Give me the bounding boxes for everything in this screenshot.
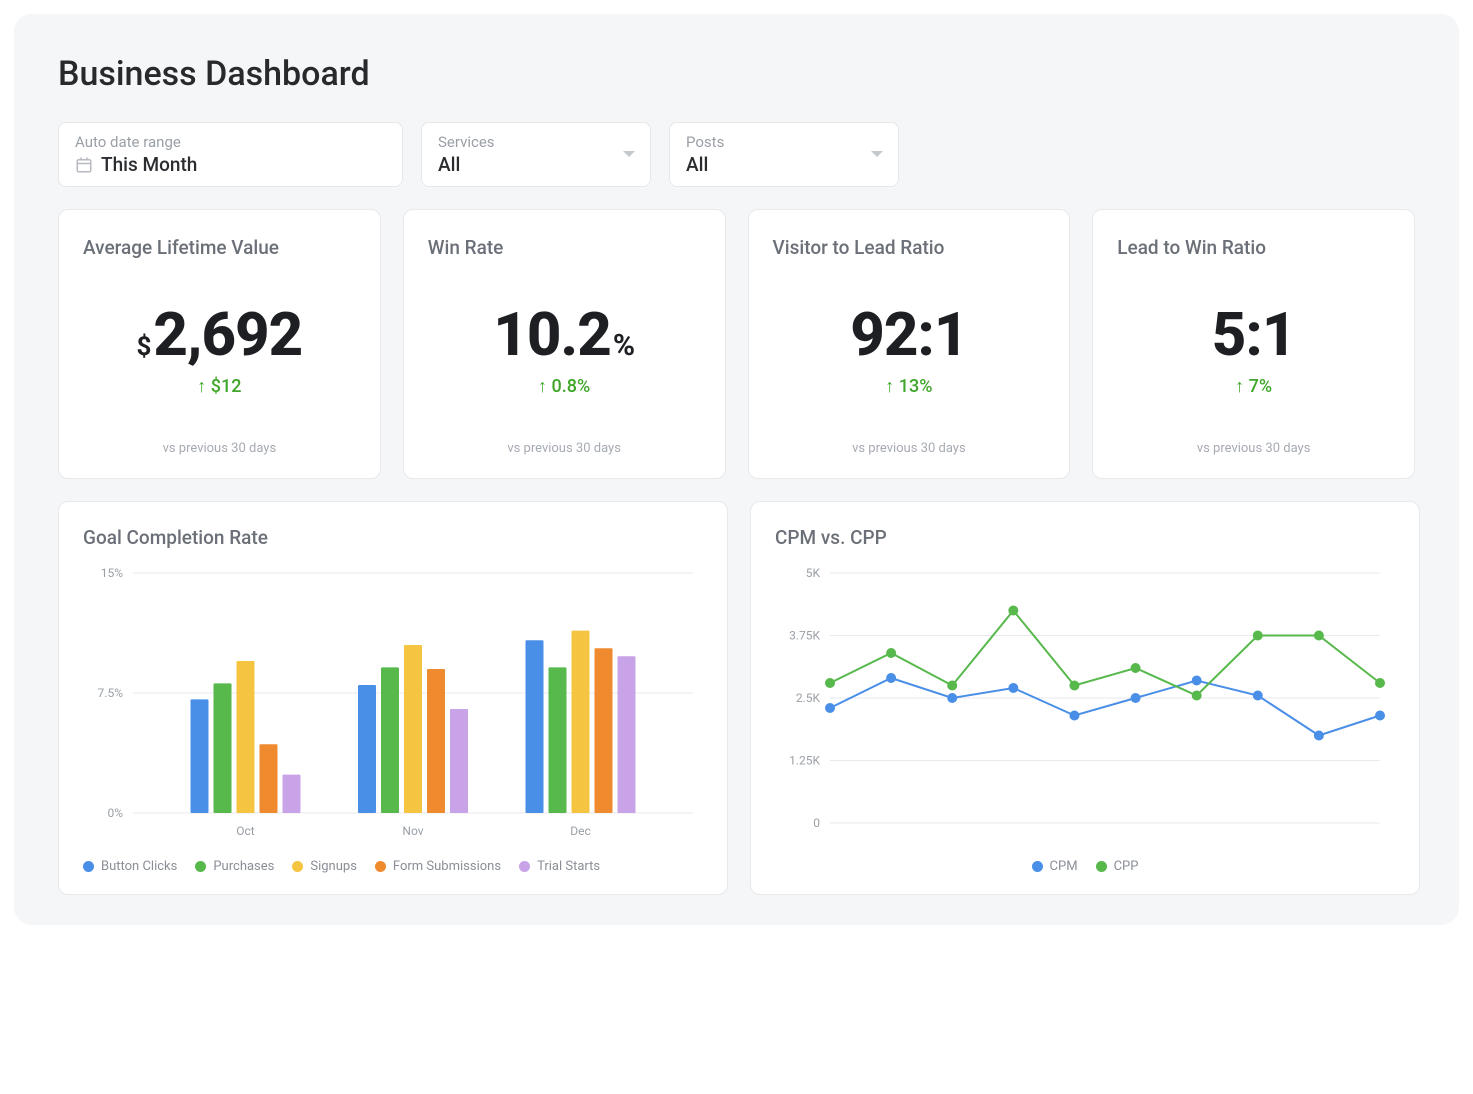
metric-value: 2,692 xyxy=(153,299,302,370)
legend-item: Signups xyxy=(292,859,357,874)
posts-value: All xyxy=(686,153,882,176)
posts-label: Posts xyxy=(686,133,882,151)
date-range-label: Auto date range xyxy=(75,133,386,151)
metric-delta: ↑ 7% xyxy=(1117,376,1390,397)
svg-text:Oct: Oct xyxy=(236,824,255,838)
svg-text:Dec: Dec xyxy=(570,824,591,838)
goal-completion-chart: 0% 7.5% 15% Oct Nov Dec xyxy=(83,563,703,843)
svg-text:15%: 15% xyxy=(101,566,123,580)
chevron-down-icon xyxy=(870,150,884,160)
legend-dot-icon xyxy=(1032,861,1043,872)
svg-text:Nov: Nov xyxy=(402,824,423,838)
legend-label: Button Clicks xyxy=(101,859,177,874)
metric-delta: ↑ $12 xyxy=(83,376,356,397)
metric-card-ltv: Average Lifetime Value $2,692 ↑ $12 vs prev… xyxy=(58,209,381,479)
svg-text:5K: 5K xyxy=(806,566,821,580)
dashboard-page: Business Dashboard Auto date range This … xyxy=(14,14,1459,925)
charts-row: Goal Completion Rate 0%7.5%15%OctNovDec … xyxy=(58,501,1415,895)
legend-label: CPM xyxy=(1050,859,1078,874)
svg-text:7.5%: 7.5% xyxy=(98,686,124,700)
metric-title: Lead to Win Ratio xyxy=(1117,236,1390,259)
date-range-value: This Month xyxy=(101,153,197,176)
legend-item: Trial Starts xyxy=(519,859,600,874)
cpm-cpp-chart: 0 1.25K 2.5K 3.75K 5K xyxy=(775,563,1395,843)
goal-chart-legend: Button Clicks Purchases Signups Form Submis… xyxy=(83,859,703,874)
legend-dot-icon xyxy=(83,861,94,872)
posts-filter[interactable]: Posts All xyxy=(669,122,899,187)
legend-item: Form Submissions xyxy=(375,859,501,874)
line-chart-title: CPM vs. CPP xyxy=(775,526,1395,549)
metric-compare: vs previous 30 days xyxy=(1117,441,1390,456)
filter-bar: Auto date range This Month Services All … xyxy=(58,122,1415,187)
metric-value: 92:1 xyxy=(850,299,967,370)
metric-value-row: 92:1 xyxy=(773,299,1046,370)
metric-value: 10.2 xyxy=(493,299,611,370)
metric-title: Win Rate xyxy=(428,236,701,259)
svg-text:0%: 0% xyxy=(107,806,123,820)
legend-item: CPM xyxy=(1032,859,1078,874)
services-value: All xyxy=(438,153,634,176)
legend-dot-icon xyxy=(195,861,206,872)
metric-value-row: $2,692 xyxy=(83,299,356,370)
legend-dot-icon xyxy=(1096,861,1107,872)
legend-label: Signups xyxy=(310,859,357,874)
legend-dot-icon xyxy=(292,861,303,872)
metric-suffix: % xyxy=(613,328,635,363)
metric-value-row: 5:1 xyxy=(1117,299,1390,370)
cpm-cpp-card: CPM vs. CPP 0 1.25K 2.5K 3.75K 5K CPM CPP xyxy=(750,501,1420,895)
chevron-down-icon xyxy=(622,150,636,160)
metric-card-lead-win: Lead to Win Ratio 5:1 ↑ 7% vs previous 30 d… xyxy=(1092,209,1415,479)
metric-title: Average Lifetime Value xyxy=(83,236,356,259)
metric-delta: ↑ 13% xyxy=(773,376,1046,397)
goal-chart-title: Goal Completion Rate xyxy=(83,526,703,549)
goal-completion-card: Goal Completion Rate 0%7.5%15%OctNovDec … xyxy=(58,501,728,895)
legend-label: CPP xyxy=(1114,859,1139,874)
metric-delta: ↑ 0.8% xyxy=(428,376,701,397)
page-title: Business Dashboard xyxy=(58,54,1415,94)
metric-card-visitor-lead: Visitor to Lead Ratio 92:1 ↑ 13% vs previou… xyxy=(748,209,1071,479)
services-label: Services xyxy=(438,133,634,151)
metric-value: 5:1 xyxy=(1212,299,1296,370)
metric-compare: vs previous 30 days xyxy=(773,441,1046,456)
metric-compare: vs previous 30 days xyxy=(428,441,701,456)
legend-dot-icon xyxy=(375,861,386,872)
svg-text:1.25K: 1.25K xyxy=(789,754,820,768)
legend-dot-icon xyxy=(519,861,530,872)
date-range-filter[interactable]: Auto date range This Month xyxy=(58,122,403,187)
svg-text:3.75K: 3.75K xyxy=(789,629,820,643)
services-filter[interactable]: Services All xyxy=(421,122,651,187)
svg-text:2.5K: 2.5K xyxy=(796,691,821,705)
metric-card-win-rate: Win Rate 10.2% ↑ 0.8% vs previous 30 days xyxy=(403,209,726,479)
svg-text:0: 0 xyxy=(813,816,820,830)
metric-title: Visitor to Lead Ratio xyxy=(773,236,1046,259)
legend-label: Trial Starts xyxy=(537,859,600,874)
metric-value-row: 10.2% xyxy=(428,299,701,370)
metric-cards: Average Lifetime Value $2,692 ↑ $12 vs prev… xyxy=(58,209,1415,479)
legend-label: Purchases xyxy=(213,859,274,874)
legend-item: Button Clicks xyxy=(83,859,177,874)
metric-prefix: $ xyxy=(136,332,151,362)
calendar-icon xyxy=(75,156,93,174)
legend-item: Purchases xyxy=(195,859,274,874)
metric-compare: vs previous 30 days xyxy=(83,441,356,456)
legend-label: Form Submissions xyxy=(393,859,501,874)
line-chart-legend: CPM CPP xyxy=(775,859,1395,874)
legend-item: CPP xyxy=(1096,859,1139,874)
